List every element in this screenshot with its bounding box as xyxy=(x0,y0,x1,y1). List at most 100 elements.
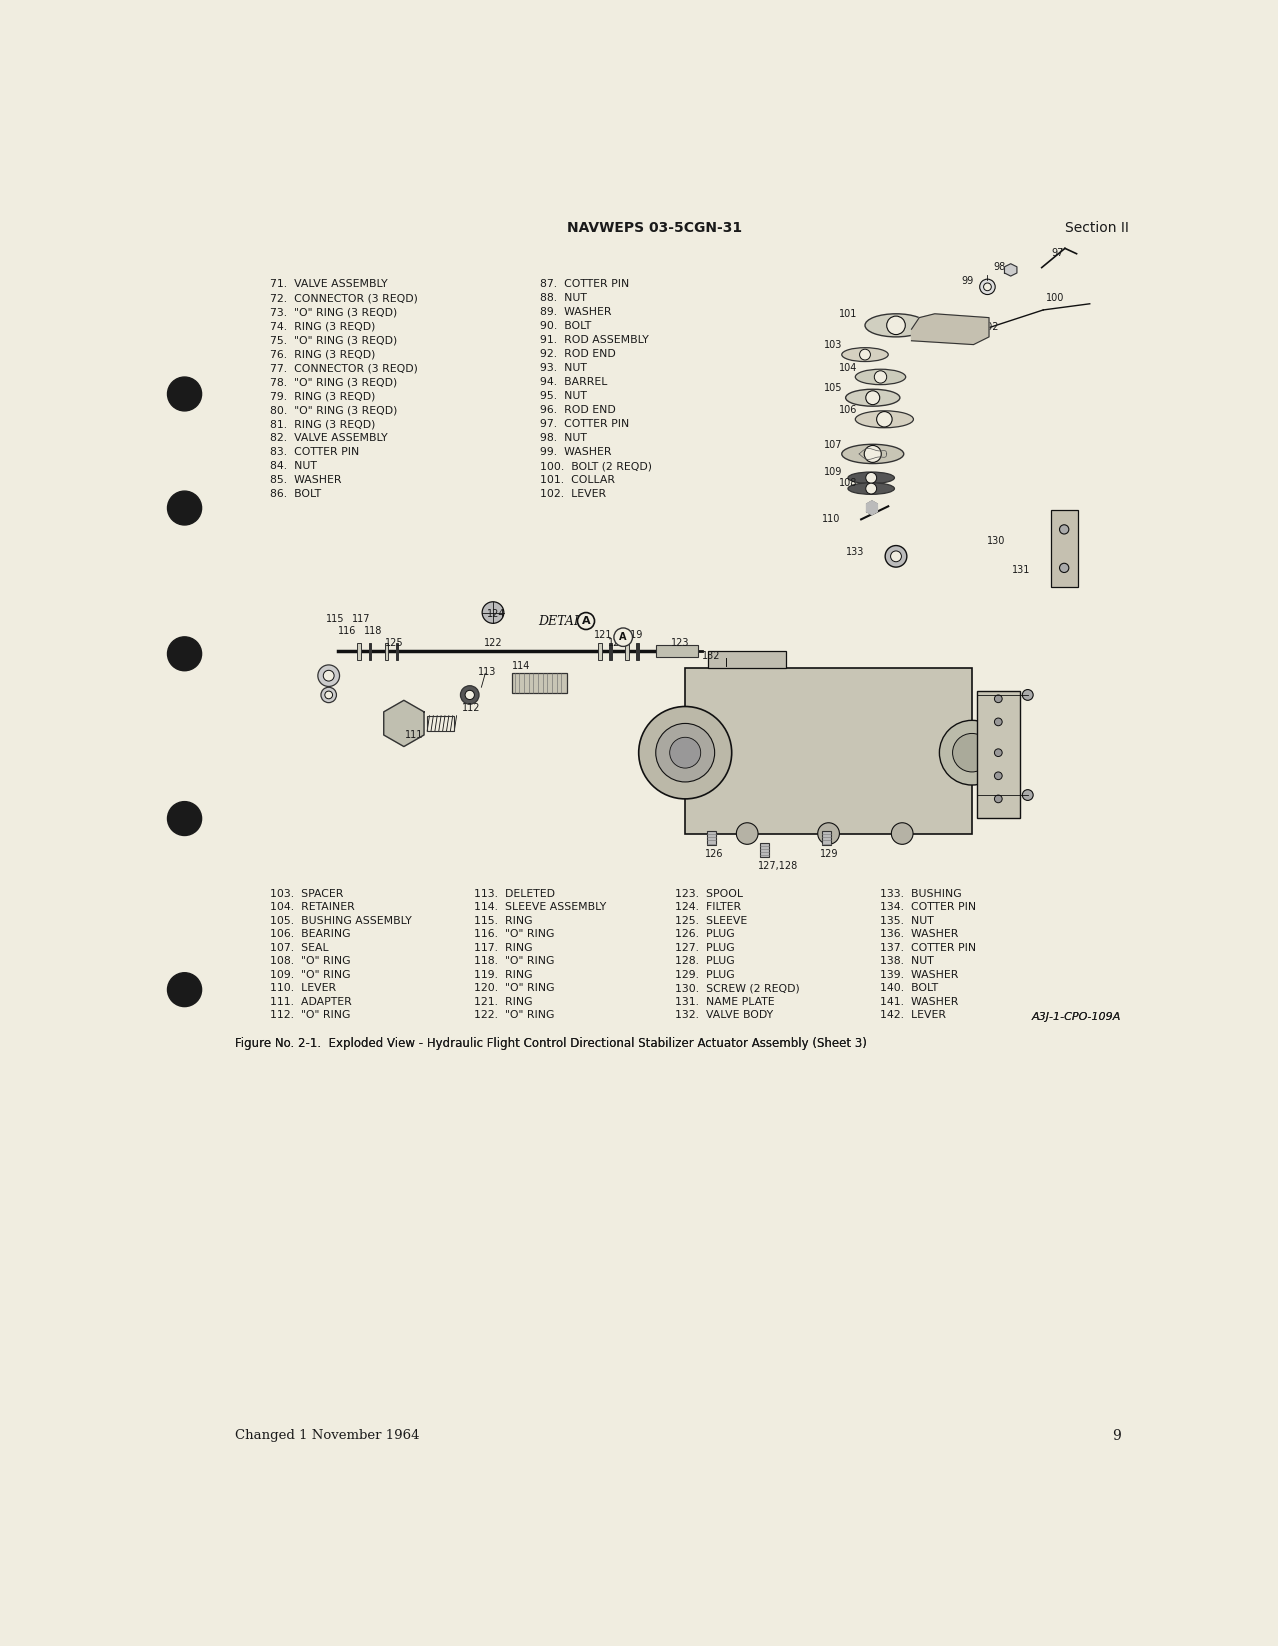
Text: 142.  LEVER: 142. LEVER xyxy=(881,1011,947,1021)
Circle shape xyxy=(952,734,992,772)
Ellipse shape xyxy=(847,472,895,484)
Text: 125: 125 xyxy=(385,637,403,647)
Circle shape xyxy=(325,691,332,700)
Circle shape xyxy=(818,823,840,844)
Bar xyxy=(1051,510,1079,588)
Text: NAVWEPS 03-5CGN-31: NAVWEPS 03-5CGN-31 xyxy=(567,221,743,234)
Text: 103.  SPACER: 103. SPACER xyxy=(270,889,344,899)
Ellipse shape xyxy=(846,388,900,407)
Circle shape xyxy=(994,718,1002,726)
Text: 111: 111 xyxy=(405,729,423,741)
Text: A3J-1-CPO-109A: A3J-1-CPO-109A xyxy=(1031,1012,1121,1022)
Circle shape xyxy=(877,412,892,426)
Text: 127,128: 127,128 xyxy=(758,861,799,871)
Bar xyxy=(369,642,372,660)
Text: 115: 115 xyxy=(326,614,345,624)
Circle shape xyxy=(167,637,202,670)
Circle shape xyxy=(1059,525,1068,533)
Text: 104.  RETAINER: 104. RETAINER xyxy=(270,902,354,912)
Text: 73.  "O" RING (3 REQD): 73. "O" RING (3 REQD) xyxy=(270,308,397,318)
Text: Section II: Section II xyxy=(1065,221,1128,234)
Circle shape xyxy=(323,670,334,681)
Circle shape xyxy=(656,724,714,782)
Text: 106.  BEARING: 106. BEARING xyxy=(270,930,350,940)
Ellipse shape xyxy=(855,369,906,385)
Text: 136.  WASHER: 136. WASHER xyxy=(881,930,958,940)
Text: 97.  COTTER PIN: 97. COTTER PIN xyxy=(539,420,629,430)
Text: 126.  PLUG: 126. PLUG xyxy=(675,930,735,940)
Text: 117.  RING: 117. RING xyxy=(474,943,532,953)
Text: 82.  VALVE ASSEMBLY: 82. VALVE ASSEMBLY xyxy=(270,433,387,443)
Circle shape xyxy=(1059,563,1068,573)
Text: 125.  SLEEVE: 125. SLEEVE xyxy=(675,915,748,927)
Text: 76.  RING (3 REQD): 76. RING (3 REQD) xyxy=(270,349,376,359)
Text: 108: 108 xyxy=(840,479,858,489)
Bar xyxy=(385,642,389,660)
Circle shape xyxy=(460,686,479,704)
Text: 74.  RING (3 REQD): 74. RING (3 REQD) xyxy=(270,321,376,331)
Text: 78.  "O" RING (3 REQD): 78. "O" RING (3 REQD) xyxy=(270,377,397,387)
Text: Figure No. 2-1.  Exploded View - Hydraulic Flight Control Directional Stabilizer: Figure No. 2-1. Exploded View - Hydrauli… xyxy=(235,1037,866,1050)
Bar xyxy=(708,652,786,668)
Text: 123.  SPOOL: 123. SPOOL xyxy=(675,889,743,899)
Text: 107.  SEAL: 107. SEAL xyxy=(270,943,328,953)
Circle shape xyxy=(321,688,336,703)
Circle shape xyxy=(874,370,887,384)
Text: 122.  "O" RING: 122. "O" RING xyxy=(474,1011,553,1021)
Circle shape xyxy=(465,690,474,700)
Text: 90.  BOLT: 90. BOLT xyxy=(539,321,590,331)
Circle shape xyxy=(994,749,1002,757)
Text: 118.  "O" RING: 118. "O" RING xyxy=(474,956,553,966)
Text: 119: 119 xyxy=(625,630,643,640)
Circle shape xyxy=(860,349,870,360)
Circle shape xyxy=(1022,690,1033,700)
Text: 96.  ROD END: 96. ROD END xyxy=(539,405,615,415)
Text: 132.  VALVE BODY: 132. VALVE BODY xyxy=(675,1011,773,1021)
Text: A: A xyxy=(581,616,590,625)
Text: 88.  NUT: 88. NUT xyxy=(539,293,587,303)
Circle shape xyxy=(670,737,700,769)
Bar xyxy=(625,642,629,660)
Bar xyxy=(610,642,612,660)
Text: 139.  WASHER: 139. WASHER xyxy=(881,969,958,979)
Text: 128.  PLUG: 128. PLUG xyxy=(675,956,735,966)
Text: 115.  RING: 115. RING xyxy=(474,915,532,927)
Text: 119.  RING: 119. RING xyxy=(474,969,532,979)
Text: 113.  DELETED: 113. DELETED xyxy=(474,889,555,899)
Polygon shape xyxy=(383,700,424,747)
Text: 124.  FILTER: 124. FILTER xyxy=(675,902,741,912)
Circle shape xyxy=(980,280,996,295)
Text: 123: 123 xyxy=(671,637,690,647)
Circle shape xyxy=(736,823,758,844)
Text: 108.  "O" RING: 108. "O" RING xyxy=(270,956,350,966)
Text: 137.  COTTER PIN: 137. COTTER PIN xyxy=(881,943,976,953)
Circle shape xyxy=(482,602,504,624)
Text: 92.  ROD END: 92. ROD END xyxy=(539,349,615,359)
Text: 111.  ADAPTER: 111. ADAPTER xyxy=(270,997,351,1007)
Text: 141.  WASHER: 141. WASHER xyxy=(881,997,958,1007)
Circle shape xyxy=(613,629,633,647)
Circle shape xyxy=(994,772,1002,780)
Text: 103: 103 xyxy=(824,339,842,349)
Bar xyxy=(396,642,399,660)
Circle shape xyxy=(939,721,1005,785)
Text: 135.  NUT: 135. NUT xyxy=(881,915,934,927)
Text: 126: 126 xyxy=(705,849,723,859)
Text: 94.  BARREL: 94. BARREL xyxy=(539,377,607,387)
Text: 130.  SCREW (2 REQD): 130. SCREW (2 REQD) xyxy=(675,983,800,993)
Bar xyxy=(427,716,454,731)
Text: 112: 112 xyxy=(463,703,481,713)
Text: 85.  WASHER: 85. WASHER xyxy=(270,476,341,486)
Text: 127.  PLUG: 127. PLUG xyxy=(675,943,735,953)
Text: 121: 121 xyxy=(594,630,612,640)
Text: 132: 132 xyxy=(702,652,721,662)
Text: 131: 131 xyxy=(1012,565,1030,574)
Text: 98.  NUT: 98. NUT xyxy=(539,433,587,443)
Text: 116.  "O" RING: 116. "O" RING xyxy=(474,930,553,940)
Text: 75.  "O" RING (3 REQD): 75. "O" RING (3 REQD) xyxy=(270,336,397,346)
Circle shape xyxy=(1022,790,1033,800)
Circle shape xyxy=(886,545,907,568)
Text: 80.  "O" RING (3 REQD): 80. "O" RING (3 REQD) xyxy=(270,405,397,415)
Text: 105: 105 xyxy=(824,384,842,393)
Text: 129: 129 xyxy=(820,849,838,859)
